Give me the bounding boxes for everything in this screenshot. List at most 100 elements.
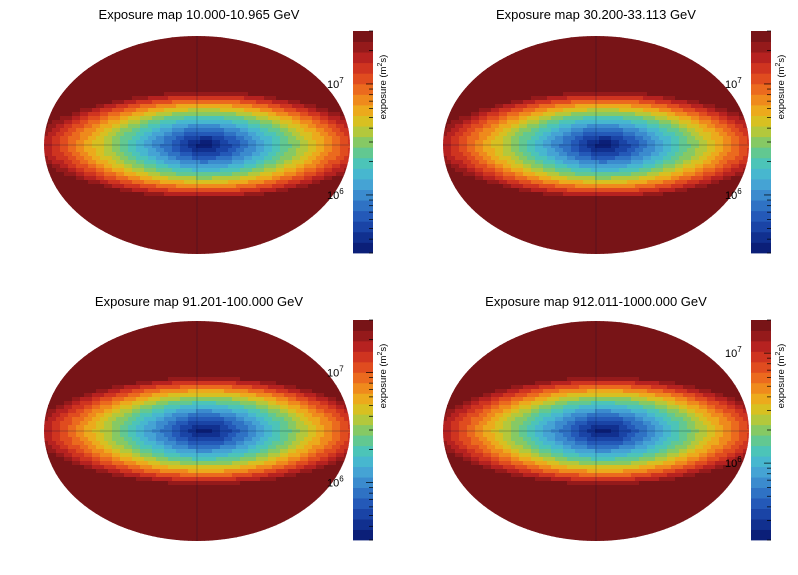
map-cell (156, 236, 161, 241)
map-cell (244, 60, 249, 65)
map-cell (515, 92, 520, 97)
map-cell (176, 236, 181, 241)
map-cell (264, 228, 269, 233)
map-cell (527, 108, 532, 113)
map-cell (228, 104, 233, 109)
map-cell (64, 80, 69, 85)
map-cell (599, 44, 604, 49)
map-cell (76, 112, 81, 117)
map-cell (647, 124, 652, 129)
map-cell (611, 44, 616, 49)
map-cell (224, 144, 229, 149)
map-cell (455, 96, 460, 101)
map-cell (631, 56, 636, 61)
map-cell (308, 220, 313, 225)
map-cell (132, 52, 137, 57)
map-cell (116, 212, 121, 217)
map-cell (132, 168, 137, 173)
map-cell (96, 80, 101, 85)
map-cell (292, 100, 297, 105)
map-cell (300, 172, 305, 177)
map-cell (72, 156, 77, 161)
map-cell (64, 88, 69, 93)
map-cell (615, 64, 620, 69)
map-cell (196, 64, 201, 69)
map-cell (192, 112, 197, 117)
map-cell (192, 164, 197, 169)
map-cell (240, 48, 245, 53)
map-cell (136, 232, 141, 237)
map-cell (176, 188, 181, 193)
map-cell (228, 156, 233, 161)
map-cell (575, 68, 580, 73)
map-cell (192, 180, 197, 185)
map-cell (272, 128, 277, 133)
map-cell (699, 68, 704, 73)
map-cell (184, 132, 189, 137)
map-cell (679, 72, 684, 77)
map-cell (260, 164, 265, 169)
map-cell (212, 184, 217, 189)
map-cell (711, 92, 716, 97)
map-cell (268, 136, 273, 141)
map-cell (220, 52, 225, 57)
map-cell (144, 48, 149, 53)
map-cell (132, 176, 137, 181)
map-cell (304, 204, 309, 209)
map-cell (156, 36, 161, 41)
map-cell (264, 184, 269, 189)
map-cell (200, 168, 205, 173)
map-cell (695, 68, 700, 73)
map-cell (236, 92, 241, 97)
map-cell (667, 88, 672, 93)
map-cell (108, 152, 113, 157)
map-cell (555, 48, 560, 53)
map-cell (739, 120, 744, 125)
map-cell (643, 116, 648, 121)
map-cell (124, 84, 129, 89)
map-cell (84, 208, 89, 213)
map-cell (300, 200, 305, 205)
map-cell (80, 192, 85, 197)
map-cell (112, 116, 117, 121)
map-cell (280, 48, 285, 53)
map-cell (280, 168, 285, 173)
map-cell (148, 156, 153, 161)
map-cell (340, 104, 345, 109)
map-cell (591, 92, 596, 97)
map-cell (200, 144, 205, 149)
map-cell (595, 92, 600, 97)
map-cell (52, 168, 57, 173)
map-cell (280, 180, 285, 185)
map-cell (216, 252, 221, 254)
map-cell (52, 172, 57, 177)
map-cell (112, 124, 117, 129)
map-cell (543, 120, 548, 125)
map-cell (244, 216, 249, 221)
map-cell (332, 172, 337, 177)
map-cell (587, 124, 592, 129)
map-cell (188, 124, 193, 129)
map-cell (144, 160, 149, 165)
map-cell (124, 92, 129, 97)
map-cell (216, 136, 221, 141)
map-cell (256, 56, 261, 61)
map-cell (627, 48, 632, 53)
map-cell (88, 168, 93, 173)
map-cell (579, 124, 584, 129)
map-cell (68, 140, 73, 145)
map-cell (715, 96, 720, 101)
map-cell (212, 64, 217, 69)
map-cell (487, 72, 492, 77)
map-cell (587, 128, 592, 133)
map-cell (252, 232, 257, 237)
map-cell (276, 68, 281, 73)
map-cell (204, 108, 209, 113)
map-cell (108, 236, 113, 241)
map-cell (276, 220, 281, 225)
map-cell (292, 180, 297, 185)
map-cell (44, 108, 49, 113)
map-cell (52, 108, 57, 113)
map-cell (523, 76, 528, 81)
map-cell (232, 124, 237, 129)
